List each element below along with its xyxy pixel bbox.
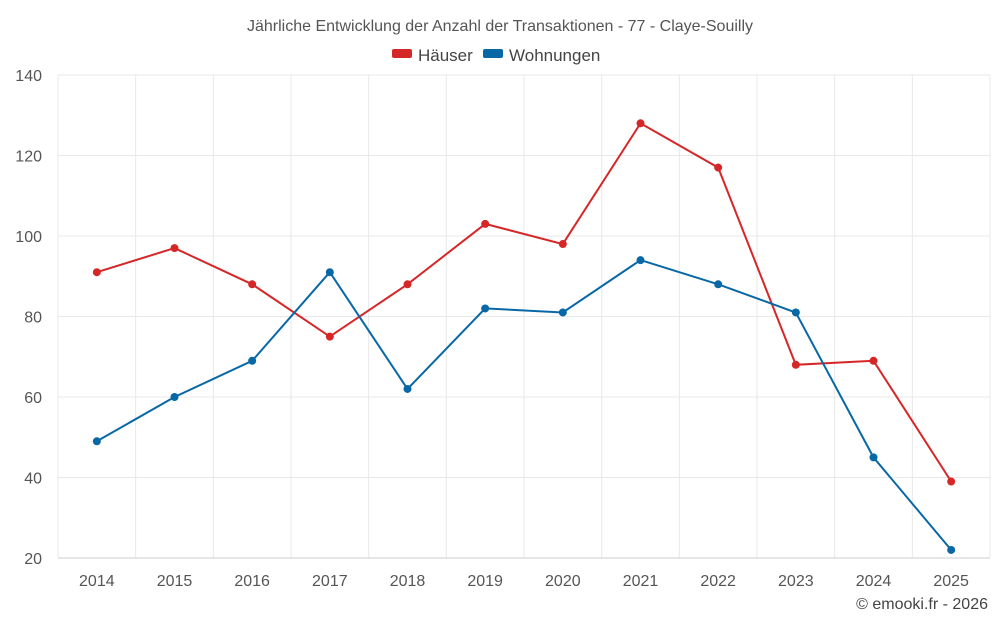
x-tick-label-2024: 2024	[856, 573, 892, 590]
data-point-haeuser-2017[interactable]	[325, 332, 334, 341]
x-tick-label-2014: 2014	[79, 573, 115, 590]
data-point-haeuser-2023[interactable]	[791, 360, 800, 369]
x-tick-label-2025: 2025	[933, 573, 969, 590]
series-line-haeuser	[96, 121, 953, 483]
x-tick-label-2021: 2021	[623, 573, 659, 590]
chart-title: Jährliche Entwicklung der Anzahl der Tra…	[247, 18, 753, 35]
data-point-haeuser-2022[interactable]	[714, 163, 723, 172]
legend-entry-haeuser[interactable]: Häuser	[392, 46, 473, 65]
data-point-wohnungen-2014[interactable]	[92, 437, 101, 446]
x-tick-label-2020: 2020	[545, 573, 581, 590]
data-point-wohnungen-2020[interactable]	[558, 308, 567, 317]
x-tick-label-2022: 2022	[700, 573, 736, 590]
series-haeuser	[92, 119, 956, 486]
data-point-wohnungen-2023[interactable]	[791, 308, 800, 317]
y-tick-label-120: 120	[15, 149, 42, 166]
y-tick-label-80: 80	[24, 310, 42, 327]
data-point-haeuser-2025[interactable]	[947, 477, 956, 486]
x-tick-label-2015: 2015	[157, 573, 193, 590]
data-point-haeuser-2019[interactable]	[481, 219, 490, 228]
data-point-wohnungen-2016[interactable]	[248, 356, 257, 365]
data-point-haeuser-2020[interactable]	[558, 240, 567, 249]
legend-label-haeuser: Häuser	[418, 46, 473, 65]
x-axis: 2014 2015 2016 2017 2018 2019 2020 2021 2022 2023…	[58, 557, 990, 590]
data-point-haeuser-2015[interactable]	[170, 244, 179, 253]
x-tick-label-2019: 2019	[467, 573, 503, 590]
legend: Häuser Wohnungen	[392, 46, 600, 65]
x-tick-label-2016: 2016	[234, 573, 270, 590]
series-line-wohnungen	[96, 259, 952, 551]
credit-label: © emooki.fr - 2026	[856, 596, 988, 613]
data-point-haeuser-2021[interactable]	[636, 119, 645, 128]
y-axis: 20 40 60 80 100 120 140	[15, 68, 42, 568]
y-tick-label-20: 20	[24, 551, 42, 568]
data-point-haeuser-2014[interactable]	[92, 268, 101, 277]
y-tick-label-100: 100	[15, 229, 42, 246]
y-tick-label-60: 60	[24, 390, 42, 407]
x-tick-label-2018: 2018	[390, 573, 426, 590]
data-point-wohnungen-2022[interactable]	[714, 280, 723, 289]
data-point-wohnungen-2019[interactable]	[481, 304, 490, 313]
y-tick-label-40: 40	[24, 471, 42, 488]
series-wohnungen	[92, 256, 956, 554]
legend-swatch-haeuser	[392, 49, 412, 58]
data-point-wohnungen-2018[interactable]	[403, 384, 412, 393]
grid	[57, 74, 991, 558]
data-point-haeuser-2018[interactable]	[403, 280, 412, 289]
data-point-haeuser-2024[interactable]	[869, 356, 878, 365]
data-point-haeuser-2016[interactable]	[248, 280, 257, 289]
x-tick-label-2023: 2023	[778, 573, 814, 590]
legend-swatch-wohnungen	[483, 49, 503, 58]
data-point-wohnungen-2025[interactable]	[947, 545, 956, 554]
data-point-wohnungen-2021[interactable]	[636, 256, 645, 265]
y-tick-label-140: 140	[15, 68, 42, 85]
series	[92, 119, 956, 554]
x-tick-label-2017: 2017	[312, 573, 348, 590]
legend-entry-wohnungen[interactable]: Wohnungen	[483, 46, 600, 65]
legend-label-wohnungen: Wohnungen	[509, 46, 600, 65]
data-point-wohnungen-2024[interactable]	[869, 453, 878, 462]
data-point-wohnungen-2015[interactable]	[170, 393, 179, 401]
data-point-wohnungen-2017[interactable]	[325, 268, 334, 277]
